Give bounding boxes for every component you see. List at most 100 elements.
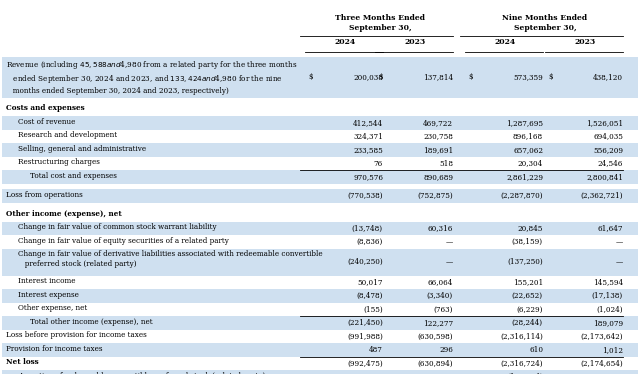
Text: (8,478): (8,478): [356, 292, 383, 300]
Bar: [2, 157, 638, 171]
Text: (13,748): (13,748): [352, 224, 383, 233]
Bar: [2, 357, 638, 370]
Bar: [2, 249, 638, 276]
Text: Other expense, net: Other expense, net: [18, 304, 87, 312]
Text: 42,838: 42,838: [358, 373, 383, 374]
Text: 657,062: 657,062: [513, 146, 543, 154]
Bar: [2, 316, 638, 330]
Text: 2024: 2024: [334, 38, 356, 46]
Text: (630,598): (630,598): [417, 332, 453, 340]
Bar: [2, 276, 638, 289]
Text: $: $: [548, 73, 552, 81]
Text: 200,038: 200,038: [353, 73, 383, 81]
Text: 2023: 2023: [574, 38, 596, 46]
Text: (240,250): (240,250): [348, 258, 383, 266]
Text: (2,174,654): (2,174,654): [580, 359, 623, 367]
Text: (992,475): (992,475): [348, 359, 383, 367]
Text: (6,229): (6,229): [516, 306, 543, 313]
Bar: [2, 143, 638, 157]
Text: $: $: [308, 73, 312, 81]
Text: 296: 296: [439, 346, 453, 354]
Bar: [2, 130, 638, 143]
Bar: [2, 203, 638, 208]
Text: —: —: [616, 238, 623, 246]
Text: 896,168: 896,168: [513, 133, 543, 141]
Text: (2,316,724): (2,316,724): [500, 359, 543, 367]
Text: (2,316,114): (2,316,114): [500, 332, 543, 340]
Text: (221,450): (221,450): [347, 319, 383, 327]
Text: (17,138): (17,138): [592, 292, 623, 300]
Bar: [2, 116, 638, 130]
Text: 60,316: 60,316: [428, 224, 453, 233]
Text: Loss before provision for income taxes: Loss before provision for income taxes: [6, 331, 147, 339]
Text: 50,017: 50,017: [358, 279, 383, 286]
Bar: [2, 103, 638, 116]
Text: —: —: [445, 238, 453, 246]
Text: $: $: [468, 73, 472, 81]
Text: 230,758: 230,758: [423, 133, 453, 141]
Text: Costs and expenses: Costs and expenses: [6, 104, 84, 113]
Text: 66,064: 66,064: [428, 279, 453, 286]
Text: 556,209: 556,209: [593, 146, 623, 154]
Bar: [2, 57, 638, 98]
Text: Cost of revenue: Cost of revenue: [18, 118, 76, 126]
Text: Research and development: Research and development: [18, 131, 117, 140]
Text: Change in fair value of common stock warrant liability: Change in fair value of common stock war…: [18, 223, 216, 231]
Text: Loss from operations: Loss from operations: [6, 191, 83, 199]
Text: (28,244): (28,244): [512, 319, 543, 327]
Text: (2,287,870): (2,287,870): [500, 192, 543, 200]
Text: 2,800,841: 2,800,841: [586, 173, 623, 181]
Text: (752,875): (752,875): [417, 192, 453, 200]
Bar: [2, 171, 638, 184]
Text: Interest income: Interest income: [18, 277, 76, 285]
Text: (155): (155): [364, 306, 383, 313]
Text: —: —: [616, 258, 623, 266]
Text: 2,861,229: 2,861,229: [506, 173, 543, 181]
Text: (8,836): (8,836): [356, 238, 383, 246]
Bar: [2, 208, 638, 222]
Text: Total other income (expense), net: Total other income (expense), net: [30, 318, 152, 326]
Text: 2024: 2024: [494, 38, 516, 46]
Text: Nine Months Ended
September 30,: Nine Months Ended September 30,: [502, 14, 588, 33]
Text: 610: 610: [529, 346, 543, 354]
Text: (38,159): (38,159): [512, 238, 543, 246]
Text: Change in fair value of equity securities of a related party: Change in fair value of equity securitie…: [18, 237, 229, 245]
Text: 438,120: 438,120: [593, 73, 623, 81]
Text: (22,652): (22,652): [512, 292, 543, 300]
Bar: [2, 184, 638, 189]
Text: 694,035: 694,035: [593, 133, 623, 141]
Bar: [2, 189, 638, 203]
Text: 487: 487: [369, 346, 383, 354]
Text: Total cost and expenses: Total cost and expenses: [30, 172, 117, 180]
Text: 1,012: 1,012: [602, 346, 623, 354]
Text: Change in fair value of derivative liabilities associated with redeemable conver: Change in fair value of derivative liabi…: [18, 250, 323, 268]
Text: 189,691: 189,691: [423, 146, 453, 154]
Text: —: —: [445, 258, 453, 266]
Text: 76: 76: [374, 160, 383, 168]
Text: 233,585: 233,585: [353, 146, 383, 154]
Text: 189,079: 189,079: [593, 319, 623, 327]
Text: 145,594: 145,594: [593, 279, 623, 286]
Text: 469,722: 469,722: [423, 119, 453, 127]
Text: 890,689: 890,689: [423, 173, 453, 181]
Text: (630,894): (630,894): [417, 359, 453, 367]
Text: 122,277: 122,277: [423, 319, 453, 327]
Bar: [2, 235, 638, 249]
Text: $: $: [378, 73, 383, 81]
Text: Selling, general and administrative: Selling, general and administrative: [18, 145, 146, 153]
Text: Interest expense: Interest expense: [18, 291, 79, 299]
Text: 20,304: 20,304: [518, 160, 543, 168]
Text: (2,362,721): (2,362,721): [580, 192, 623, 200]
Text: 1,287,695: 1,287,695: [506, 119, 543, 127]
Text: 2023: 2023: [404, 38, 426, 46]
Text: Other income (expense), net: Other income (expense), net: [6, 210, 122, 218]
Text: Provision for income taxes: Provision for income taxes: [6, 345, 102, 353]
Text: (770,538): (770,538): [348, 192, 383, 200]
Bar: [2, 0, 638, 57]
Bar: [2, 303, 638, 316]
Text: (3,340): (3,340): [427, 292, 453, 300]
Text: (763): (763): [433, 306, 453, 313]
Text: 324,371: 324,371: [353, 133, 383, 141]
Text: (137,250): (137,250): [508, 258, 543, 266]
Text: 61,647: 61,647: [598, 224, 623, 233]
